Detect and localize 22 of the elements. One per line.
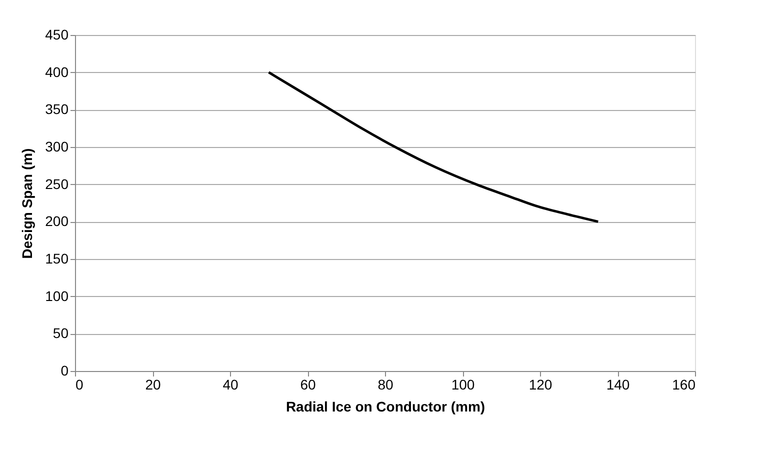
y-tick-label: 50	[52, 325, 69, 342]
y-tick-label: 250	[45, 176, 69, 192]
y-tick-label: 0	[60, 362, 69, 378]
y-tick-label: 150	[45, 250, 69, 266]
y-axis-title: Design Span (m)	[19, 148, 36, 259]
x-tick-label: 140	[606, 376, 630, 392]
x-tick-label: 80	[378, 376, 394, 392]
x-tick-label: 160	[672, 376, 696, 392]
x-tick-label: 0	[76, 376, 84, 392]
x-tick-label: 20	[145, 376, 161, 392]
line-series	[268, 71, 600, 223]
y-tick-label: 300	[45, 138, 69, 154]
y-tick-label: 100	[45, 288, 69, 304]
y-tick-label: 350	[45, 101, 69, 118]
y-tick-label: 200	[45, 213, 69, 230]
x-tick-label: 40	[222, 376, 238, 392]
y-tick-label: 450	[45, 26, 69, 42]
x-tick-label: 100	[451, 376, 475, 392]
x-tick-label: 60	[300, 376, 316, 392]
y-tick-label: 400	[45, 64, 69, 80]
x-tick-label: 120	[528, 376, 552, 392]
x-axis-title: Radial Ice on Conductor (mm)	[286, 398, 486, 414]
